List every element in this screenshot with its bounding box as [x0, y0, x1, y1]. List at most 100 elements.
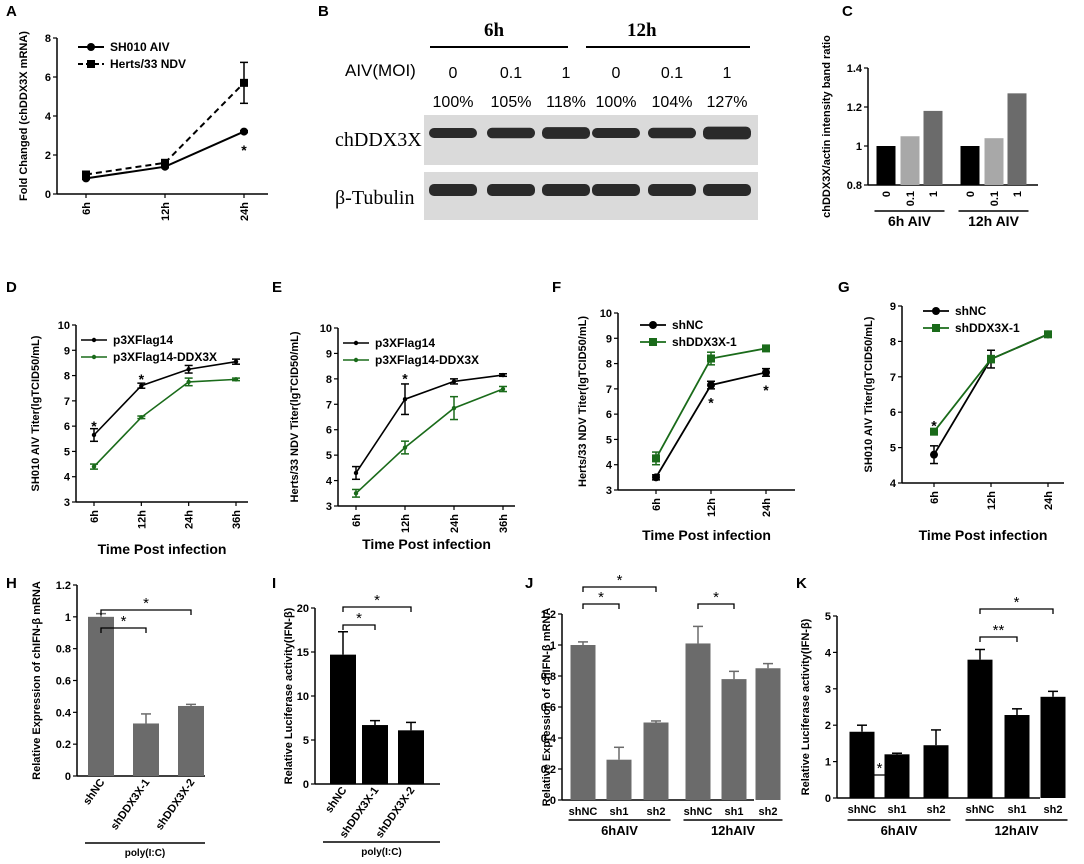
chart-c: 0.8 1 1.2 1.4 chDDX3X/actin intensity band r… — [821, 35, 1038, 229]
panel-letter-k: K — [796, 575, 807, 592]
x-tick-label: 24h — [239, 202, 251, 221]
y-axis-label: chDDX3X/actin intensity band ratio — [821, 35, 833, 218]
y-tick-label: 9 — [64, 345, 70, 357]
y-tick-label: 8 — [606, 359, 612, 371]
y-tick-label: 9 — [890, 301, 896, 313]
data-point — [707, 354, 715, 363]
bar — [984, 138, 1004, 185]
legend-marker — [932, 324, 940, 332]
y-tick-label: 15 — [297, 647, 309, 659]
x-category-label: sh1 — [1008, 804, 1027, 816]
significance-star: * — [1014, 594, 1020, 611]
legend-marker — [649, 338, 657, 346]
y-tick-label: 10 — [297, 691, 309, 703]
data-point — [186, 367, 191, 372]
bar — [900, 136, 920, 185]
blot-moi-value: 1 — [562, 65, 571, 82]
significance-star: * — [374, 592, 380, 609]
legend-marker — [87, 60, 95, 68]
y-tick-label: 5 — [64, 446, 70, 458]
x-category-label: shNC — [323, 785, 349, 815]
data-point — [707, 381, 715, 390]
y-tick-label: 4 — [326, 476, 333, 488]
y-tick-label: 0 — [303, 779, 309, 791]
bar — [849, 731, 875, 798]
data-point — [233, 377, 239, 382]
significance-bracket — [342, 606, 412, 612]
legend-marker — [649, 321, 657, 329]
panel-letter-f: F — [552, 279, 561, 296]
significance-bracket — [582, 603, 620, 609]
x-category-label: shNC — [966, 804, 995, 816]
y-tick-label: 7 — [606, 384, 612, 396]
data-point — [91, 464, 97, 469]
bar — [721, 679, 747, 800]
x-tick-label: 36h — [231, 510, 243, 529]
y-tick-label: 5 — [326, 450, 332, 462]
legend-label: shDDX3X-1 — [672, 335, 737, 349]
blot-band-chddx3x — [487, 127, 535, 139]
y-axis-label: Relative Luciferase activity(IFN-β) — [283, 607, 295, 784]
y-tick-label: 0.6 — [541, 702, 556, 714]
x-category-label: sh1 — [725, 806, 744, 818]
x-axis-label: Time Post infection — [98, 541, 227, 557]
x-category-label: shNC — [81, 777, 107, 807]
data-point — [987, 355, 995, 364]
group-label: poly(I:C) — [361, 847, 402, 858]
bar — [1040, 696, 1066, 798]
y-tick-label: 4 — [64, 472, 71, 484]
bar — [923, 110, 943, 185]
blot-band-chddx3x — [429, 128, 477, 138]
blot-row-label-tubulin: β-Tubulin — [335, 187, 414, 209]
y-tick-label: 0.6 — [56, 676, 71, 688]
group-label: 6h AIV — [888, 213, 932, 229]
y-tick-label: 8 — [890, 336, 896, 348]
y-tick-label: 0.4 — [541, 733, 557, 745]
blot-band-tubulin — [648, 184, 696, 196]
data-point — [762, 368, 770, 377]
blot-band-chddx3x — [592, 128, 640, 138]
series-line — [93, 378, 237, 468]
x-category-label: sh2 — [1044, 804, 1063, 816]
y-tick-label: 7 — [890, 372, 896, 384]
legend-marker — [353, 340, 359, 346]
x-category-label: 0 — [881, 191, 893, 197]
panel-letter-g: G — [838, 279, 850, 296]
x-tick-label: 24h — [1043, 491, 1055, 510]
panel-letter-a: A — [6, 3, 17, 20]
significance-star: * — [713, 589, 719, 606]
y-tick-label: 6 — [890, 407, 896, 419]
panel-letter-e: E — [272, 279, 282, 296]
chart-h: 0 0.2 0.4 0.6 0.8 1 1.2 Relative Expression of … — [31, 580, 205, 859]
data-point — [240, 127, 248, 136]
data-point — [353, 491, 359, 496]
blot-time-6h: 6h — [484, 20, 505, 41]
x-tick-label: 12h — [160, 202, 172, 221]
series-line — [85, 82, 245, 176]
y-tick-label: 9 — [326, 348, 332, 360]
x-category-label: sh2 — [759, 806, 778, 818]
series-line — [355, 374, 504, 474]
bar — [876, 146, 896, 185]
x-category-label: sh1 — [888, 804, 907, 816]
data-point — [1044, 330, 1052, 339]
blot-row-label-chddx3x: chDDX3X — [335, 129, 422, 151]
x-category-label: 0.1 — [905, 191, 917, 206]
y-axis-label: SH010 AIV Titer(lgTCID50/mL) — [30, 335, 42, 491]
y-tick-label: 5 — [890, 443, 896, 455]
x-category-label: 1 — [928, 191, 940, 197]
blot-moi-label: AIV(MOI) — [345, 61, 416, 80]
y-axis-label: Relative Expression of chIFN-β mRNA — [31, 581, 43, 780]
x-category-label: sh2 — [647, 806, 666, 818]
significance-star: ** — [993, 622, 1005, 639]
blot-percent: 105% — [491, 94, 532, 111]
bar — [398, 730, 424, 784]
x-axis-label: Time Post infection — [642, 527, 771, 543]
y-tick-label: 8 — [64, 371, 70, 383]
blot-moi-value: 0.1 — [500, 65, 522, 82]
y-tick-label: 1 — [856, 141, 862, 153]
x-category-label: sh2 — [927, 804, 946, 816]
y-tick-label: 0.8 — [56, 644, 71, 656]
